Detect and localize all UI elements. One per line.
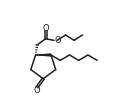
Text: O: O xyxy=(42,24,49,33)
Polygon shape xyxy=(36,53,51,57)
Text: O: O xyxy=(55,36,61,45)
Text: O: O xyxy=(33,86,40,95)
